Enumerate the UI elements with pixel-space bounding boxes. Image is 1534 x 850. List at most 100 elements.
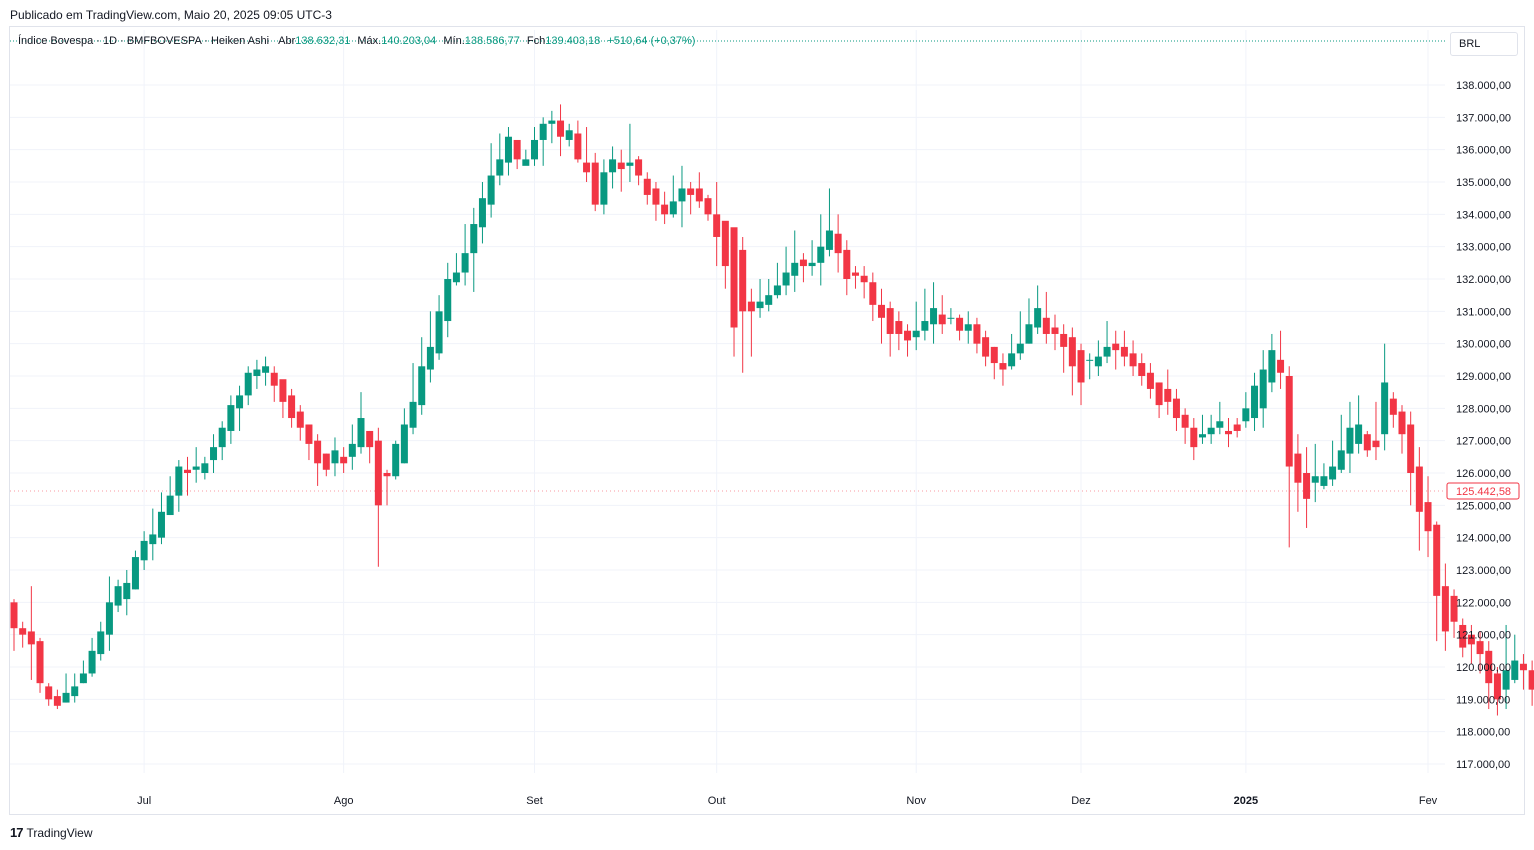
candle [218,421,226,461]
x-tick-label: Nov [906,795,926,807]
candle-body [1120,346,1128,357]
chart-frame[interactable] [9,26,1525,815]
price-axis[interactable]: 117.000,00 118.000,00 119.000,00 120.000,00… [1456,80,1511,771]
candle-body [1407,424,1415,473]
footer-brand[interactable]: 17 TradingView [10,825,93,840]
candle-body [817,246,825,263]
candle [262,356,270,386]
candle-body [956,317,964,331]
candle [1346,401,1354,473]
candle [695,172,703,208]
currency-button[interactable]: BRL [1450,32,1518,56]
y-tick-label: 125.000,00 [1456,500,1511,512]
candle [643,172,651,205]
y-tick-label: 137.000,00 [1456,112,1511,124]
candle-body [1337,450,1345,470]
candle-body [1389,398,1397,415]
candle-body [609,159,617,173]
candle-body [773,285,781,296]
candle-body [548,120,556,124]
candle-body [1259,369,1267,409]
candle [201,456,209,480]
candle [1285,366,1293,548]
y-tick-label: 124.000,00 [1456,533,1511,545]
candle-body [843,249,851,279]
y-tick-label: 121.000,00 [1456,630,1511,642]
candle-body [131,557,139,590]
legend-close-value: 139.403,18 [545,35,601,47]
candle [808,240,816,276]
candle-body [591,162,599,205]
y-tick-label: 120.000,00 [1456,662,1511,674]
candle-body [192,466,200,470]
candle [504,127,512,176]
candle-body [1381,382,1389,435]
candle-body [253,369,261,376]
candle-body [322,453,330,470]
candle-body [1511,660,1519,680]
time-axis[interactable]: Jul Ago Set Out Nov Dez 2025 Fev [137,795,1438,807]
candle-body [886,308,894,334]
candle [799,253,807,283]
candle-body [921,321,929,331]
candle-body [626,162,634,166]
candle-body [557,120,565,137]
candle [1320,463,1328,490]
candle-body [513,139,521,160]
candle-body [19,628,27,635]
candle [435,295,443,360]
candle [565,123,573,147]
candle [400,408,408,464]
candle [1103,321,1111,364]
candle [88,637,96,677]
candle [930,282,938,344]
candle-body [418,366,426,406]
legend-open-label: Abr [278,35,296,47]
candle-body [383,473,391,477]
candle [1251,372,1259,431]
candle-body [244,372,252,396]
candle-body [1476,641,1484,655]
candle [1433,521,1441,642]
candle [773,262,781,299]
candle [973,317,981,354]
candle-body [175,466,183,496]
candle-body [1285,376,1293,467]
candle-body [478,198,486,228]
candle-body [288,395,296,419]
candle-body [1077,350,1085,383]
legend-change-value: +510,64 (+0,37%) [607,35,696,47]
candle [1311,443,1319,503]
legend-low-value: 138.586,77 [464,35,520,47]
candle-body [1242,408,1250,422]
candle-body [1415,466,1423,512]
candle [851,266,859,289]
candle-body [400,424,408,464]
candle-body [756,301,764,309]
candle [296,405,304,441]
candle [1068,327,1076,396]
candle-body [452,272,460,283]
candle [1034,285,1042,334]
candle-body [730,227,738,328]
candle-body [687,188,695,195]
candle-body [1493,673,1501,700]
candle [860,266,868,299]
candle [921,288,929,341]
y-tick-label: 133.000,00 [1456,242,1511,254]
candle-body [227,405,235,431]
candle-body [1112,343,1120,351]
legend-low-label: Mín. [443,35,465,47]
candle-body [999,363,1007,370]
candle-body [669,201,677,215]
y-tick-label: 122.000,00 [1456,597,1511,609]
candle-body [444,279,452,322]
candle-body [1181,414,1189,428]
candle [253,359,261,389]
candle-body [1459,624,1467,648]
candle [982,330,990,367]
candle-body [1103,346,1111,357]
candle [305,424,313,461]
candle [834,214,842,273]
